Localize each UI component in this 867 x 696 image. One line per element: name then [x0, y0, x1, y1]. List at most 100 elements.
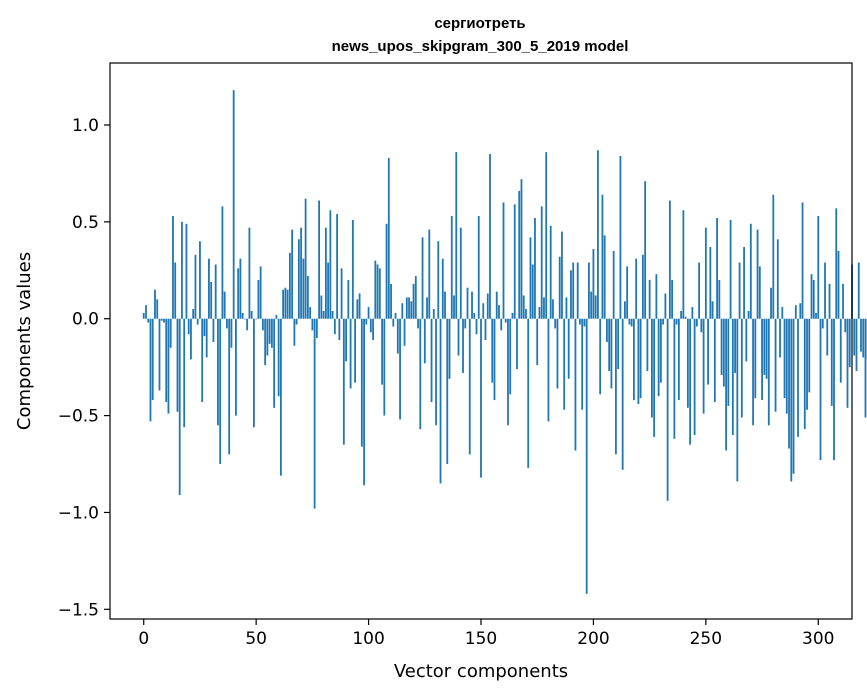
bar-component-147	[473, 312, 476, 319]
bar-component-146	[471, 291, 473, 319]
bar-component-248	[700, 318, 703, 333]
bar-component-136	[448, 318, 451, 379]
bar-component-10	[165, 318, 168, 403]
bar-component-205	[603, 235, 606, 319]
bar-component-320	[862, 318, 865, 358]
bar-component-141	[459, 227, 462, 319]
bar-component-63	[284, 287, 287, 319]
bar-component-25	[199, 241, 201, 319]
bar-component-217	[630, 318, 633, 327]
bar-component-60	[277, 318, 280, 397]
bar-component-12	[169, 318, 172, 348]
bar-component-50	[255, 318, 258, 320]
bar-component-3	[149, 318, 152, 422]
bar-component-290	[794, 305, 797, 319]
bar-component-35	[221, 206, 224, 319]
bar-component-201	[594, 295, 597, 319]
bar-component-215	[626, 266, 629, 319]
bar-component-245	[693, 318, 696, 435]
bar-component-11	[167, 318, 170, 414]
bar-component-96	[358, 293, 361, 319]
bar-component-130	[435, 318, 437, 426]
bar-component-23	[194, 254, 197, 319]
bar-component-58	[273, 318, 276, 408]
bar-component-206	[606, 318, 608, 342]
bar-component-321	[864, 318, 867, 418]
bar-component-39	[230, 318, 233, 348]
bar-component-192	[574, 318, 577, 451]
bar-component-185	[558, 256, 561, 319]
bar-component-306	[830, 318, 833, 406]
bar-component-211	[617, 318, 620, 370]
bar-component-225	[648, 279, 651, 319]
bar-component-209	[612, 250, 615, 319]
bar-component-45	[244, 318, 246, 320]
bar-component-46	[246, 318, 249, 331]
bar-component-177	[540, 206, 543, 319]
bar-component-111	[392, 318, 395, 327]
bar-component-263	[734, 318, 736, 373]
bar-component-257	[720, 318, 723, 375]
bar-component-299	[815, 312, 817, 319]
bar-component-208	[610, 318, 613, 389]
bar-component-8	[160, 318, 163, 321]
bar-component-18	[183, 318, 186, 428]
bar-component-286	[785, 318, 788, 414]
bar-component-99	[365, 318, 368, 325]
bar-component-154	[489, 154, 491, 319]
bar-component-51	[257, 279, 260, 319]
bar-component-254	[713, 318, 716, 403]
bar-component-150	[480, 318, 482, 478]
bar-component-54	[264, 318, 267, 366]
bar-component-157	[495, 291, 498, 319]
bar-component-40	[232, 90, 235, 319]
bar-component-89	[342, 318, 345, 445]
bar-component-191	[572, 262, 575, 319]
bar-component-252	[709, 247, 712, 319]
bar-component-295	[806, 318, 808, 410]
bar-component-267	[743, 247, 745, 319]
bar-component-109	[387, 157, 390, 319]
bar-component-138	[453, 295, 455, 319]
x-tick-label: 0	[138, 629, 149, 649]
bar-component-70	[300, 227, 303, 319]
x-tick-label: 50	[245, 629, 267, 649]
bar-component-158	[498, 305, 500, 319]
bar-component-126	[426, 297, 428, 319]
bar-component-32	[214, 264, 217, 319]
bar-component-294	[803, 318, 806, 430]
y-tick-label: 1.0	[72, 116, 99, 136]
bar-component-166	[516, 318, 518, 370]
bar-component-132	[439, 318, 442, 484]
bar-component-276	[763, 318, 766, 375]
bar-component-57	[270, 318, 273, 348]
bar-component-82	[327, 262, 329, 319]
bar-component-102	[372, 318, 374, 341]
plot-frame	[109, 62, 853, 620]
bar-component-1	[145, 305, 147, 319]
bar-component-6	[156, 299, 159, 319]
bar-component-174	[534, 217, 536, 319]
bar-component-193	[576, 262, 579, 319]
bar-component-228	[655, 274, 658, 319]
bar-component-55	[266, 318, 269, 356]
x-axis-ticks: 0 50 100 150 200 250 300	[138, 619, 834, 649]
bar-component-139	[455, 152, 458, 319]
bar-component-261	[729, 219, 732, 319]
y-axis-label: Components values	[14, 252, 35, 430]
bar-component-233	[666, 318, 669, 501]
bar-component-178	[543, 297, 545, 319]
bar-component-133	[441, 258, 444, 319]
bar-component-145	[468, 318, 471, 455]
bar-component-95	[356, 299, 359, 319]
bar-component-213	[621, 318, 624, 470]
bar-component-81	[324, 227, 327, 319]
bar-component-76	[313, 318, 316, 509]
bar-component-309	[837, 250, 840, 319]
bar-component-140	[457, 318, 460, 356]
bar-component-231	[662, 318, 665, 325]
bar-component-20	[187, 318, 190, 335]
bar-component-181	[549, 225, 552, 319]
bar-component-9	[163, 318, 165, 323]
